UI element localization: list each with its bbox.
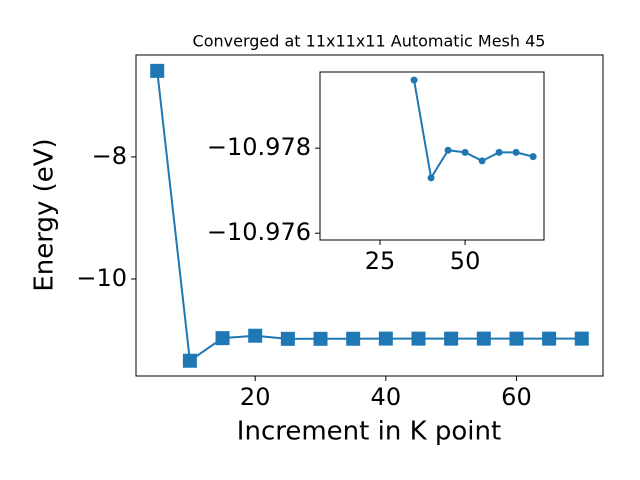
marker [150,63,165,78]
marker [410,76,418,84]
x-tick-label: 20 [240,383,271,411]
axes-frame [319,71,545,241]
marker [509,331,524,346]
x-tick-label: 60 [501,383,532,411]
plot-area [320,72,544,240]
y-tick-label: −8 [92,142,127,170]
marker [280,331,295,346]
x-tick-label: 40 [371,383,402,411]
x-axis-label: Increment in K point [237,417,501,447]
marker [444,331,459,346]
marker [444,146,452,154]
marker [378,331,393,346]
y-tick-label: −10.976 [207,218,311,246]
series [410,76,537,182]
y-tick-label: −10 [76,264,127,292]
marker [495,148,503,156]
marker [512,148,520,156]
marker [411,331,426,346]
marker [542,331,557,346]
x-tick-label: 25 [365,247,396,275]
marker [574,331,589,346]
chart-title: Converged at 11x11x11 Automatic Mesh 45 [193,32,546,51]
marker [346,331,361,346]
axes-frame [135,54,604,377]
marker [248,328,263,343]
marker [529,153,537,161]
x-tick-label: 50 [450,247,481,275]
series [150,63,589,368]
marker [478,157,486,165]
y-tick-label: −10.978 [207,133,311,161]
marker [476,331,491,346]
marker [215,331,230,346]
marker [461,148,469,156]
y-axis-label: Energy (eV) [30,138,60,291]
marker [427,174,435,182]
marker [182,353,197,368]
marker [313,331,328,346]
